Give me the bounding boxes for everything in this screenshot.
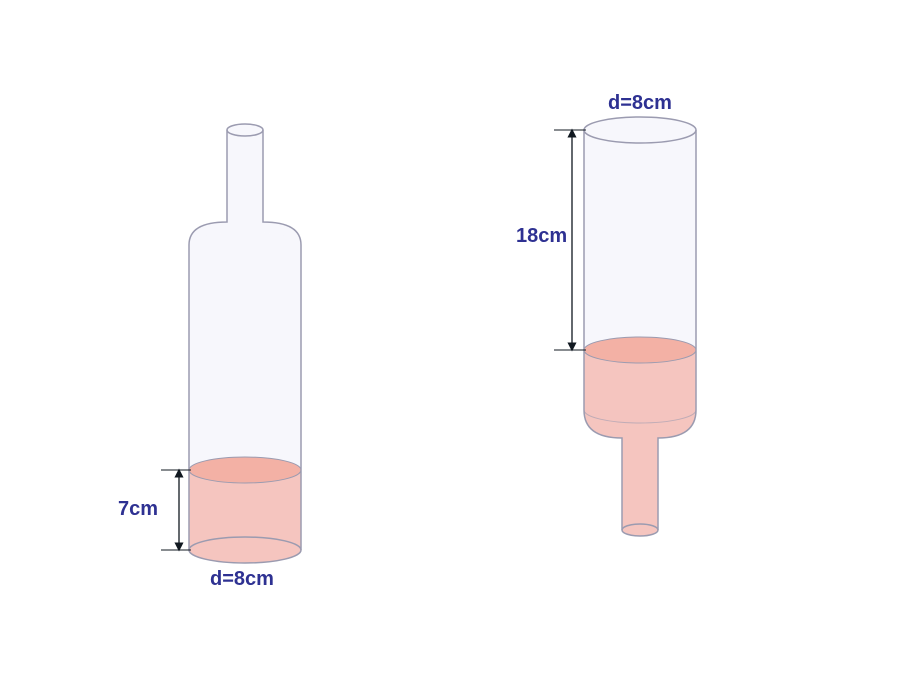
bottle-diagram [0, 0, 920, 690]
left-diameter-label: d=8cm [210, 568, 274, 591]
right-air-height-label: 18cm [516, 225, 567, 248]
left-liquid-height-label: 7cm [118, 498, 158, 521]
right-diameter-label: d=8cm [608, 92, 672, 115]
